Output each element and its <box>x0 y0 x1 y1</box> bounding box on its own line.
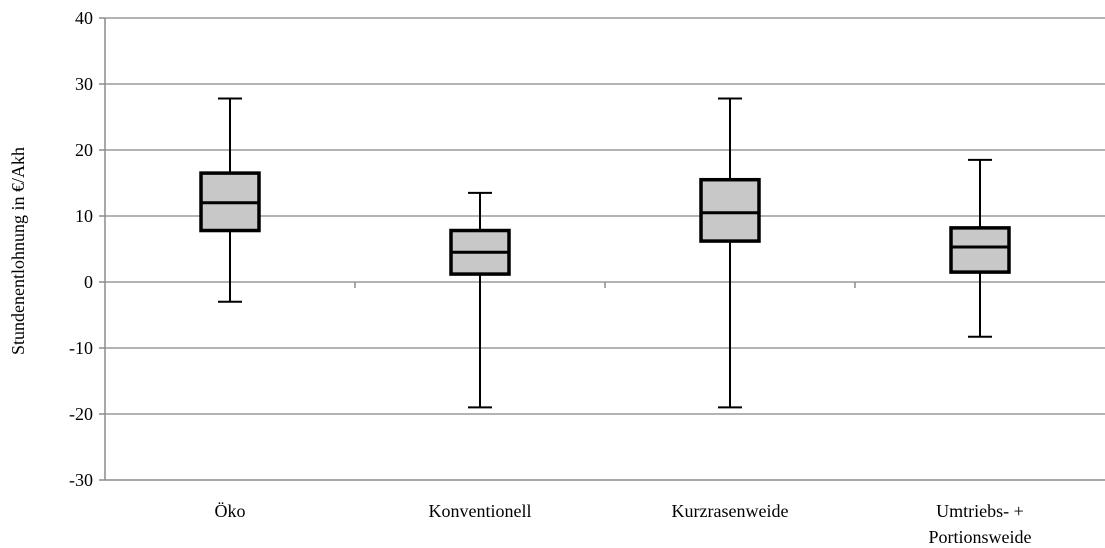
box-iqr-3 <box>949 226 1011 274</box>
y-tick-label-0: -30 <box>69 470 93 490</box>
y-tick-label-1: -20 <box>69 404 93 424</box>
y-tick-label-2: -10 <box>69 338 93 358</box>
y-tick-label-3: 0 <box>84 272 93 292</box>
box-1 <box>449 191 511 409</box>
y-axis-title: Stundenentlohnung in €/Akh <box>8 147 28 355</box>
category-label-1-0: Konventionell <box>429 501 532 521</box>
box-2 <box>699 97 761 409</box>
y-tick-label-4: 10 <box>75 206 93 226</box>
y-tick-label-5: 20 <box>75 140 93 160</box>
axes <box>99 17 1105 481</box>
boxes <box>199 97 1011 409</box>
category-label-3-0: Umtriebs- + <box>936 501 1024 521</box>
y-tick-labels: -30 -20 -10 0 10 20 30 40 <box>69 8 93 490</box>
y-tick-label-7: 40 <box>75 8 93 28</box>
y-tick-label-6: 30 <box>75 74 93 94</box>
box-iqr-2 <box>699 177 761 243</box>
category-labels: Öko Konventionell Kurzrasenweide Umtriebs- … <box>215 501 1032 547</box>
box-0 <box>199 97 261 303</box>
category-label-2-0: Kurzrasenweide <box>672 501 789 521</box>
category-label-3-1: Portionsweide <box>929 527 1032 547</box>
category-label-0-0: Öko <box>215 501 246 521</box>
box-3 <box>949 158 1011 338</box>
